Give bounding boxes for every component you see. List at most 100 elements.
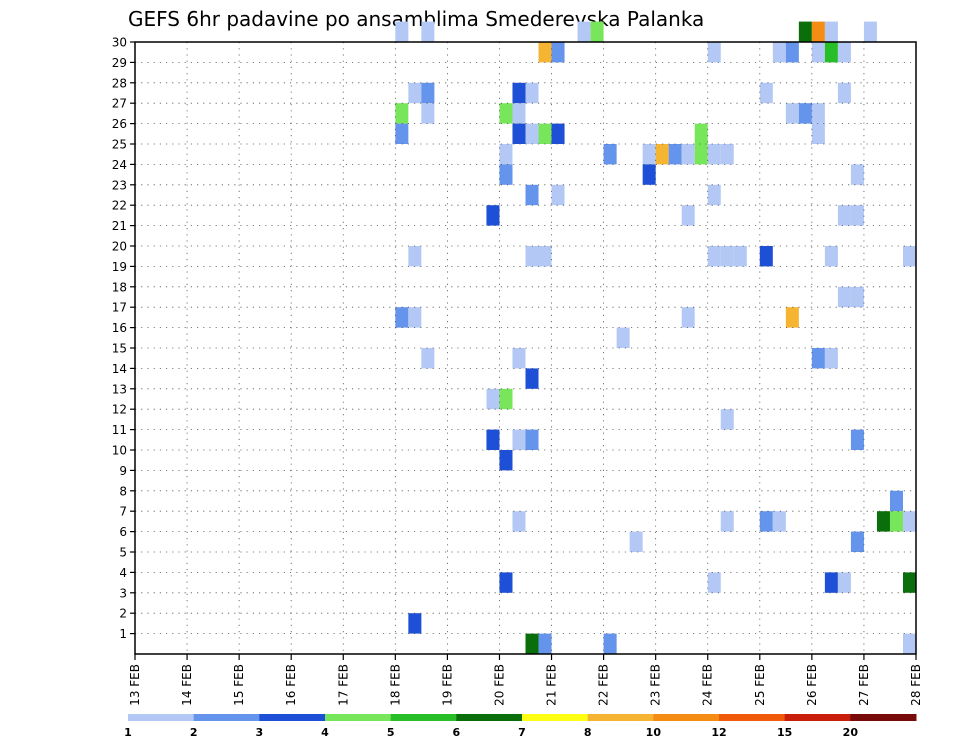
heatmap-cell-90 (889, 511, 903, 532)
heatmap-cell-38 (642, 144, 656, 165)
heatmap-cell-71 (421, 348, 435, 369)
heatmap-cell-98 (902, 572, 916, 593)
heatmap-cell-67 (408, 307, 422, 328)
heatmap-cell-27 (798, 103, 812, 124)
heatmap-cell-83 (499, 450, 513, 471)
heatmap-cell-76 (486, 388, 500, 410)
y-tick-label: 17 (112, 301, 127, 315)
heatmap-cell-2 (577, 21, 591, 42)
heatmap-cell-7 (863, 21, 877, 42)
y-tick-label: 16 (112, 321, 127, 335)
legend-label: 6 (453, 726, 461, 739)
heatmap-cell-34 (694, 123, 708, 144)
axes: 1234567891011121314151617181920212223242… (112, 36, 923, 706)
heatmap-cell-103 (902, 633, 916, 654)
heatmap-cell-99 (408, 613, 422, 634)
heatmap-cell-68 (681, 307, 695, 328)
heatmap-cell-89 (876, 511, 890, 532)
heatmap-cell-18 (512, 82, 526, 104)
heatmap-cell-20 (759, 82, 773, 104)
x-tick-label: 23 FEB (649, 664, 663, 706)
heatmap-cell-42 (694, 144, 708, 165)
x-tick-label: 19 FEB (440, 664, 454, 706)
y-tick-label: 30 (112, 36, 127, 50)
heatmap-cell-12 (785, 42, 799, 63)
y-tick-label: 19 (112, 260, 127, 274)
heatmap-cell-51 (486, 205, 500, 226)
heatmap-cell-88 (772, 511, 786, 532)
x-tick-label: 16 FEB (284, 664, 298, 706)
y-tick-label: 5 (119, 546, 127, 560)
heatmap-cell-75 (525, 368, 539, 389)
heatmap-cell-69 (785, 307, 799, 328)
heatmap-cell-57 (538, 246, 552, 267)
y-tick-label: 8 (119, 484, 127, 498)
heatmap-cell-74 (824, 348, 838, 369)
heatmap-cell-50 (707, 184, 721, 206)
heatmap-cell-33 (551, 123, 565, 144)
heatmap-cell-80 (512, 429, 526, 450)
heatmap-cell-3 (590, 21, 604, 42)
heatmap-cell-60 (733, 246, 747, 267)
heatmap-cell-66 (395, 307, 409, 328)
heatmap-cell-35 (811, 123, 825, 144)
x-tick-label: 22 FEB (597, 664, 611, 706)
legend-label: 2 (190, 726, 198, 739)
x-tick-label: 26 FEB (805, 664, 819, 706)
heatmap-cell-15 (837, 42, 851, 63)
heatmap-cell-52 (681, 205, 695, 226)
x-tick-label: 17 FEB (336, 664, 350, 706)
heatmap-cell-41 (681, 144, 695, 165)
legend-label: 3 (256, 726, 264, 739)
heatmap-cell-32 (538, 123, 552, 144)
heatmap-cell-26 (785, 103, 799, 124)
heatmap-cell-43 (707, 144, 721, 165)
y-tick-label: 21 (112, 219, 127, 233)
heatmap-cell-0 (395, 21, 409, 42)
x-tick-label: 25 FEB (753, 664, 767, 706)
heatmap-cell-6 (824, 21, 838, 42)
y-tick-label: 26 (112, 117, 127, 131)
heatmap-cell-49 (551, 184, 565, 206)
y-tick-label: 7 (119, 505, 127, 519)
y-tick-label: 2 (119, 607, 127, 621)
legend-label: 10 (646, 726, 662, 739)
y-tick-label: 27 (112, 97, 127, 111)
legend-label: 7 (518, 726, 526, 739)
y-tick-label: 28 (112, 76, 127, 90)
heatmap-cell-28 (811, 103, 825, 124)
y-tick-label: 4 (119, 566, 127, 580)
heatmap-cell-59 (720, 246, 734, 267)
heatmap-cell-79 (486, 429, 500, 450)
heatmap-cell-19 (525, 82, 539, 104)
y-tick-label: 24 (112, 158, 127, 172)
heatmap-cell-11 (772, 42, 786, 63)
heatmap-cell-62 (824, 246, 838, 267)
heatmap-cell-30 (512, 123, 526, 144)
y-tick-label: 13 (112, 382, 127, 396)
heatmap-cell-58 (707, 246, 721, 267)
heatmap-cell-93 (850, 531, 864, 552)
heatmap-cell-64 (837, 286, 851, 308)
heatmap-cell-31 (525, 123, 539, 144)
heatmap-cell-40 (668, 144, 682, 165)
heatmap-cell-84 (889, 490, 903, 512)
heatmap-cell-91 (902, 511, 916, 532)
x-tick-label: 14 FEB (180, 664, 194, 706)
color-legend: 1 2 3 4 5 6 7 8 10 12 15 20 (124, 714, 917, 739)
heatmap-cell-53 (837, 205, 851, 226)
legend-label: 12 (711, 726, 726, 739)
y-tick-label: 6 (119, 525, 127, 539)
heatmap-cell-61 (759, 246, 773, 267)
y-tick-label: 15 (112, 342, 127, 356)
y-tick-label: 11 (112, 423, 127, 437)
heatmap-cell-4 (798, 21, 812, 42)
legend-swatch (128, 714, 195, 721)
x-tick-label: 28 FEB (909, 664, 923, 706)
heatmap-cell-21 (837, 82, 851, 104)
heatmap-cell-10 (707, 42, 721, 63)
legend-label: 20 (843, 726, 859, 739)
heatmap-cell-97 (837, 572, 851, 593)
y-tick-label: 20 (112, 240, 127, 254)
